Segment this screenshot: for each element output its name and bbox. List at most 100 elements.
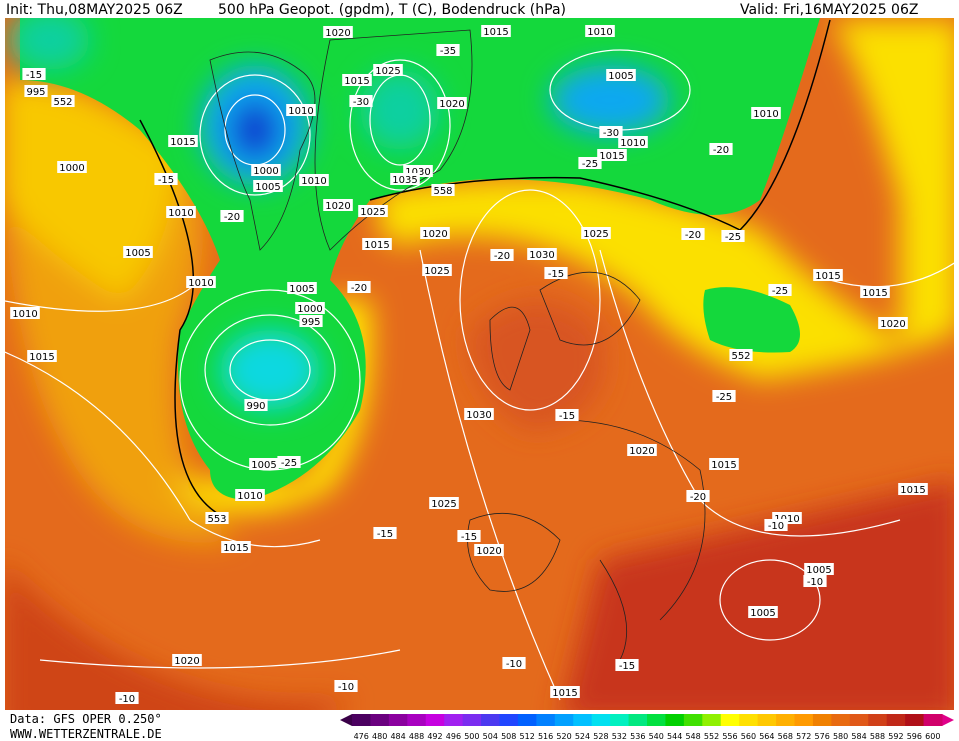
isoline-label: -15 [461, 532, 477, 543]
label-box [24, 85, 48, 97]
isoline-label: 1010 [620, 138, 645, 149]
colorbar-label: 528 [593, 732, 608, 741]
colorbar-label: 576 [815, 732, 830, 741]
isoline-label: -25 [725, 232, 741, 243]
colorbar-swatch [536, 714, 556, 726]
label-box [768, 284, 792, 296]
label-box [251, 164, 281, 176]
colorbar-swatch [831, 714, 851, 726]
label-box [253, 180, 283, 192]
colorbar-swatch [923, 714, 943, 726]
label-box [709, 458, 739, 470]
label-box [115, 692, 139, 704]
isoline-label: 1010 [587, 27, 612, 38]
colorbar-label: 580 [833, 732, 848, 741]
label-box [457, 530, 481, 542]
colorbar-label: 492 [427, 732, 442, 741]
label-box [299, 174, 329, 186]
label-box [358, 205, 388, 217]
isoline-label: 1020 [880, 319, 905, 330]
isoline-label: -30 [603, 128, 619, 139]
colorbar-swatch [352, 714, 371, 726]
isoline-label: 1010 [237, 491, 262, 502]
isoline-label: -15 [619, 661, 635, 672]
colorbar-label: 524 [575, 732, 590, 741]
isoline-label: 995 [26, 87, 45, 98]
label-box [123, 246, 153, 258]
isoline-label: 1020 [325, 201, 350, 212]
isoline-label: 1010 [288, 106, 313, 117]
isoline-label: 1010 [301, 176, 326, 187]
colorbar-label: 500 [464, 732, 479, 741]
colorbar-label: 488 [409, 732, 424, 741]
isoline-label: 1015 [170, 137, 195, 148]
isoline-label: 1035 [392, 175, 417, 186]
label-box [154, 173, 178, 185]
colorbar-swatch [610, 714, 630, 726]
colorbar-swatch [665, 714, 685, 726]
label-box [578, 157, 602, 169]
label-box [362, 238, 392, 250]
isoline-label: -10 [768, 521, 784, 532]
isoline-label: 1015 [711, 460, 736, 471]
isoline-label: 1015 [364, 240, 389, 251]
isoline-label: 1015 [599, 151, 624, 162]
isoline-label: 1030 [405, 167, 430, 178]
label-box [334, 680, 358, 692]
isoline-label: 1010 [188, 278, 213, 289]
isoline-label: 1000 [297, 304, 322, 315]
label-box [186, 276, 216, 288]
colorbar-swatch [683, 714, 703, 726]
label-box [585, 25, 615, 37]
map [5, 18, 954, 710]
isoline-label: 1020 [476, 546, 501, 557]
colorbar-label: 548 [685, 732, 700, 741]
label-box [249, 458, 279, 470]
colorbar-label: 504 [483, 732, 498, 741]
isoline-label: -25 [772, 286, 788, 297]
isoline-label: 1020 [422, 229, 447, 240]
label-box [422, 264, 452, 276]
isoline-label: 1020 [629, 446, 654, 457]
colorbar-label: 536 [630, 732, 645, 741]
colorbar-swatch [407, 714, 427, 726]
colorbar-label: 480 [372, 732, 387, 741]
isoline-label: -10 [338, 682, 354, 693]
label-box [57, 161, 87, 173]
coastlines [209, 29, 706, 661]
isoline-label: 1030 [529, 250, 554, 261]
isoline-label: 1020 [174, 656, 199, 667]
isoline-label: 990 [246, 401, 265, 412]
label-box [490, 249, 514, 261]
colorbar-label: 592 [888, 732, 903, 741]
cold-core [10, 18, 670, 410]
label-box [287, 282, 317, 294]
label-box [618, 136, 648, 148]
colorbar-label: 596 [907, 732, 922, 741]
colorbar-swatch [628, 714, 648, 726]
label-box [373, 64, 403, 76]
label-box [803, 575, 827, 587]
isoline-label: -20 [685, 230, 701, 241]
colorbar-arrow [340, 714, 352, 726]
isoline-label: 995 [301, 317, 320, 328]
colorbar-swatch [444, 714, 464, 726]
label-box [342, 74, 372, 86]
label-box [627, 444, 657, 456]
isoline-label: 1005 [255, 182, 280, 193]
label-box [295, 302, 325, 314]
label-box [244, 399, 268, 411]
label-box [464, 408, 494, 420]
isoline-label: -20 [351, 283, 367, 294]
label-box [681, 228, 705, 240]
label-box [10, 307, 40, 319]
isoline-label: 1015 [29, 352, 54, 363]
colorbar-swatch [794, 714, 814, 726]
isoline-label: 1005 [750, 608, 775, 619]
isoline-label: 1010 [168, 208, 193, 219]
green-region [703, 287, 800, 353]
label-box [220, 210, 244, 222]
colorbar-swatch [905, 714, 925, 726]
